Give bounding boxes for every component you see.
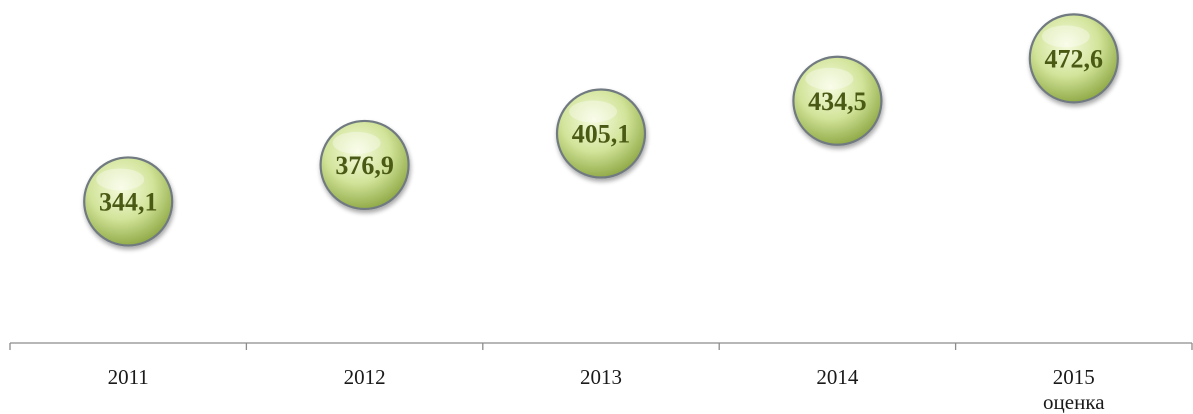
- data-label: 434,5: [808, 87, 867, 116]
- data-label: 405,1: [572, 120, 631, 149]
- marker-highlight: [1041, 25, 1090, 48]
- data-point: [792, 55, 883, 146]
- marker-highlight: [332, 131, 381, 154]
- data-label: 344,1: [99, 187, 158, 216]
- marker-highlight: [96, 168, 145, 191]
- data-point: [83, 156, 174, 247]
- data-point: [319, 119, 410, 211]
- data-label: 376,9: [335, 151, 394, 180]
- data-points: 344,1 376,9 405,1 434,5 472,6: [83, 13, 1119, 247]
- x-tick-label: 2014: [816, 365, 859, 389]
- marker-highlight: [569, 100, 617, 123]
- x-tick-label: 2015: [1053, 365, 1095, 389]
- data-point: [1028, 13, 1119, 104]
- data-point: [555, 88, 647, 179]
- data-label: 472,6: [1045, 44, 1104, 73]
- x-tick-label: 2012: [344, 365, 386, 389]
- x-tick-sublabel: оценка: [1043, 390, 1105, 414]
- x-tick-label: 2013: [580, 365, 622, 389]
- marker-highlight: [805, 67, 854, 90]
- x-tick-label: 2011: [108, 365, 149, 389]
